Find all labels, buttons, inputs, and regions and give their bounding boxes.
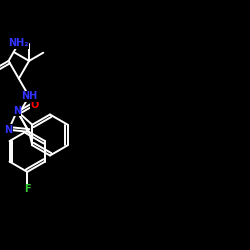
Text: F: F [24,184,30,194]
Text: O: O [31,100,39,110]
Text: N: N [4,125,13,135]
Text: NH: NH [21,92,37,102]
Text: N: N [13,106,21,116]
Text: NH₂: NH₂ [8,38,29,48]
